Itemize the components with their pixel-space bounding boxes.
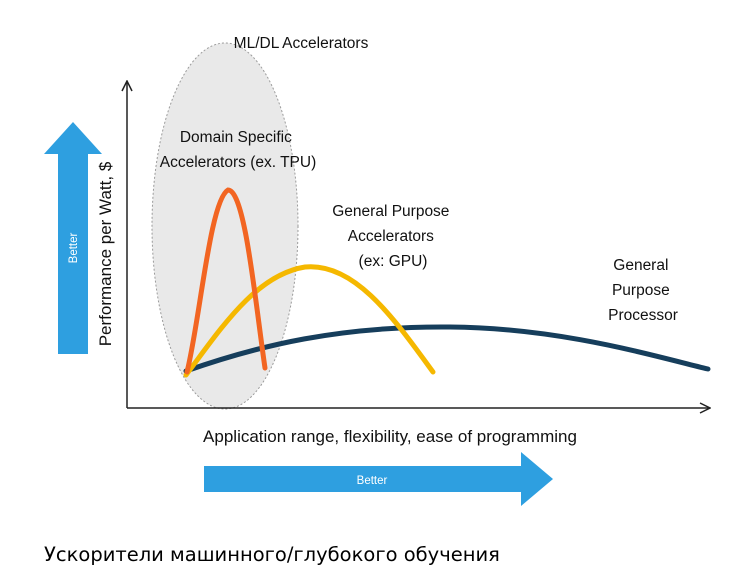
general-processor-label: General Purpose Processor [608,257,678,324]
better-vertical-label: Better [68,232,80,263]
slide-caption: Ускорители машинного/глубокого обучения [44,543,500,566]
domain-specific-label-line1: Domain Specific [180,129,292,146]
general-processor-label-line2: Purpose [612,282,670,299]
general-accelerators-label-line3: (ex: GPU) [359,253,428,270]
domain-specific-label-line2: Accelerators (ex. TPU) [160,154,316,171]
general-accelerators-label: General Purpose Accelerators (ex: GPU) [332,203,454,270]
general-accelerators-label-line2: Accelerators [348,228,434,245]
curve-general-purpose-accelerators [183,264,436,378]
domain-specific-label: Domain Specific Accelerators (ex. TPU) [160,129,316,171]
curve-general-purpose-processor [183,324,711,374]
general-accelerators-label-line1: General Purpose [332,203,449,220]
y-axis-label: Performance per Watt, $ [96,161,115,346]
ml-dl-region [151,42,299,410]
curve-domain-specific-accelerators [184,187,268,375]
general-processor-label-line3: Processor [608,307,678,324]
better-vertical-arrow [44,122,102,354]
x-axis-label: Application range, flexibility, ease of … [203,427,577,446]
general-processor-label-line1: General [613,257,668,274]
better-horizontal-label: Better [357,475,388,487]
ml-dl-region-label: ML/DL Accelerators [234,35,369,52]
better-horizontal-arrow [204,452,553,506]
